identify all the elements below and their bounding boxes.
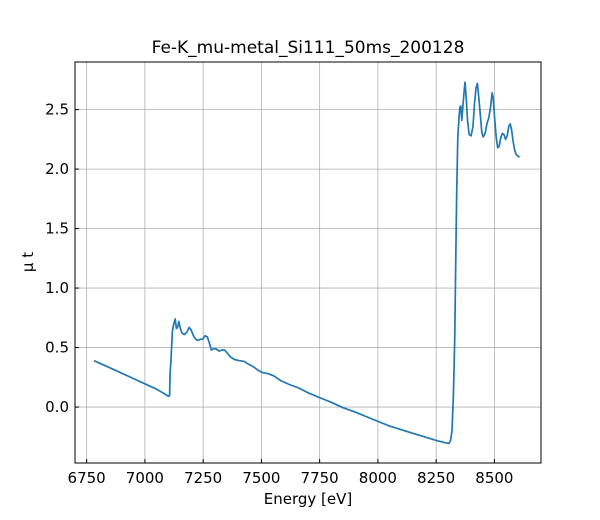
y-tick-label: 1.5 bbox=[45, 220, 69, 238]
y-tick-label: 0.0 bbox=[45, 398, 69, 416]
series-line-0 bbox=[93, 81, 521, 445]
x-tick-label: 7000 bbox=[126, 469, 164, 487]
y-axis-label: μ t bbox=[19, 252, 37, 272]
chart-title: Fe-K_mu-metal_Si111_50ms_200128 bbox=[152, 38, 465, 58]
x-tick-label: 7500 bbox=[242, 469, 280, 487]
y-tick-label: 1.0 bbox=[45, 279, 69, 297]
x-tick-label: 8250 bbox=[417, 469, 455, 487]
plot-frame bbox=[74, 61, 542, 464]
grid-layer bbox=[75, 62, 541, 463]
y-tick-label: 2.5 bbox=[45, 101, 69, 119]
x-tick-label: 7750 bbox=[301, 469, 339, 487]
x-tick-label: 8000 bbox=[359, 469, 397, 487]
x-axis-label: Energy [eV] bbox=[264, 490, 352, 508]
x-tick-label: 7250 bbox=[184, 469, 222, 487]
x-tick-label: 8500 bbox=[475, 469, 513, 487]
y-tick-label: 0.5 bbox=[45, 339, 69, 357]
y-tick-label: 2.0 bbox=[45, 160, 69, 178]
ticks-layer: 6750 7000 7250 7500 7750 8000 8250 8500 0.0 0.5 1.… bbox=[45, 101, 513, 487]
x-tick-label: 6750 bbox=[68, 469, 106, 487]
plot-layer bbox=[93, 81, 521, 445]
